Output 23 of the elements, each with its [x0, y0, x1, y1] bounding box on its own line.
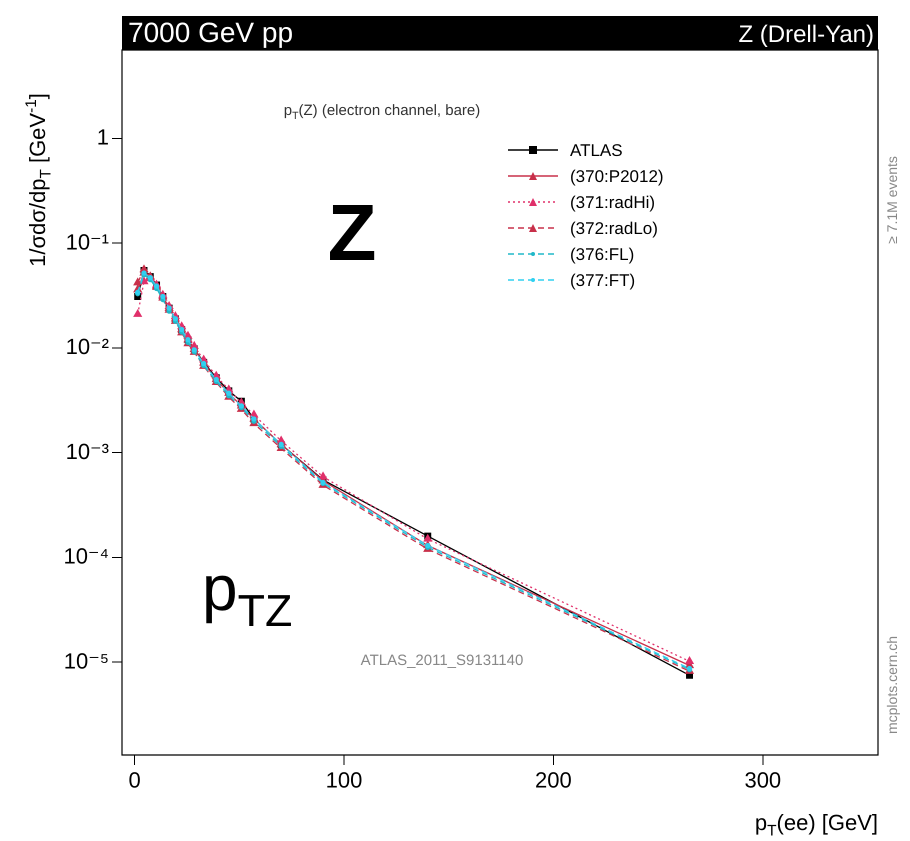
annotation: Z [328, 188, 376, 277]
y-tick-label: 10⁻² [66, 334, 109, 360]
legend-label: (376:FL) [570, 245, 634, 264]
legend-label: (371:radHi) [570, 193, 656, 212]
chart-title: 7000 GeV pp [128, 17, 294, 48]
legend-label: ATLAS [570, 141, 623, 160]
y-tick-label: 10⁻³ [66, 438, 109, 464]
x-tick-label: 100 [326, 767, 362, 792]
annotation: ATLAS_2011_S9131140 [360, 652, 524, 669]
y-tick-label: 10⁻¹ [66, 229, 109, 254]
x-tick-label: 0 [128, 767, 141, 792]
x-tick-label: 300 [744, 767, 782, 792]
legend-label: (377:FT) [570, 271, 636, 290]
y-axis-title: 1/σdσ/dpT [GeV-1] [23, 93, 54, 267]
legend-label: (370:P2012) [570, 167, 664, 186]
y-tick-label: 1 [96, 124, 109, 150]
chart-subtitle: Z (Drell-Yan) [738, 21, 874, 48]
x-tick-label: 200 [535, 767, 572, 792]
legend-label: (372:radLo) [570, 219, 658, 238]
text: ≥ 7.1M events [884, 156, 900, 244]
text: mcplots.cern.ch [884, 636, 900, 734]
y-tick-label: 10⁻⁴ [63, 544, 109, 569]
y-tick-label: 10⁻⁵ [64, 648, 109, 674]
